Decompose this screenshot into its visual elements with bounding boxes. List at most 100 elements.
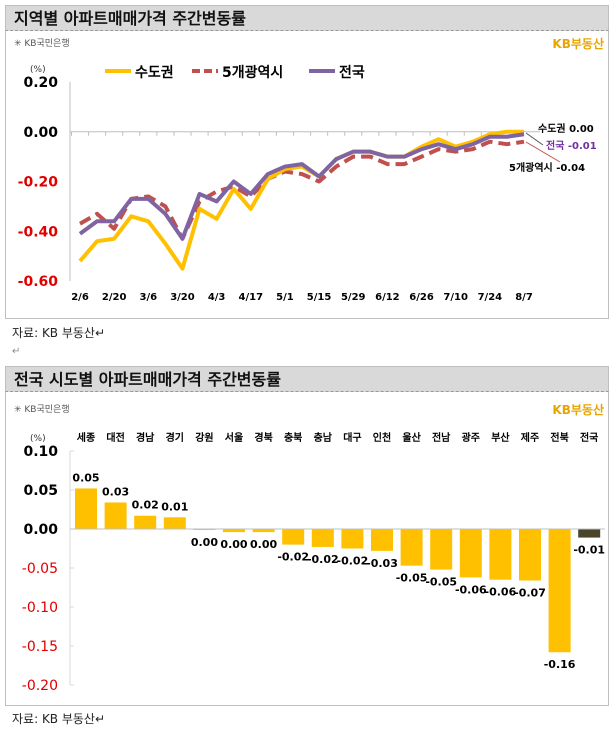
bar-전북: [548, 529, 571, 653]
bar-광주: [459, 529, 482, 578]
data-label: -0.03: [366, 557, 398, 570]
category-label: 전국: [580, 431, 598, 444]
category-label: 경남: [136, 431, 155, 444]
bar-충북: [282, 529, 305, 545]
category-label: 울산: [402, 431, 421, 444]
series-line-5개광역시: [78, 139, 525, 241]
category-label: 충남: [314, 431, 333, 444]
end-label-sudo: 수도권 0.00: [538, 123, 594, 135]
x-tick-label: 7/24: [478, 292, 503, 303]
bar-서울: [223, 529, 245, 533]
category-label: 전북: [550, 431, 568, 444]
y-unit-label: (%): [30, 65, 46, 75]
x-tick-label: 6/26: [409, 292, 434, 303]
kb-bank-logo: ✳ KB국민은행: [14, 403, 70, 415]
data-label: 0.00: [220, 538, 247, 551]
bar-인천: [371, 529, 393, 551]
data-label: 0.00: [250, 538, 277, 551]
y-tick-label: 0.00: [23, 522, 58, 538]
category-label: 세종: [77, 431, 95, 444]
x-tick-label: 4/17: [239, 292, 264, 303]
end-label-national: 전국 -0.01: [546, 139, 597, 152]
series-line-수도권: [78, 129, 524, 271]
data-label: -0.16: [544, 658, 576, 671]
y-tick-label: 0.05: [23, 483, 58, 499]
legend-label: 5개광역시: [222, 64, 283, 81]
category-label: 전남: [432, 431, 451, 444]
kb-realestate-logo: KB부동산: [552, 402, 604, 417]
data-label: 0.01: [161, 500, 188, 513]
bar-대전: [104, 502, 127, 529]
category-label: 제주: [521, 431, 539, 444]
end-label-metro: 5개광역시 -0.04: [509, 161, 585, 174]
y-tick-label: 0.20: [23, 75, 58, 91]
bar-제주: [519, 529, 541, 581]
x-tick-label: 2/6: [71, 292, 89, 303]
category-label: 경기: [166, 431, 184, 444]
category-label: 광주: [462, 432, 480, 444]
data-label: -0.06: [485, 586, 517, 599]
y-tick-label: -0.60: [18, 274, 59, 290]
category-label: 대구: [343, 431, 361, 444]
series-line-전국: [78, 132, 525, 241]
data-label: -0.07: [514, 586, 546, 599]
category-label: 경북: [254, 431, 272, 444]
category-label: 인천: [373, 431, 391, 444]
bar-경북: [252, 529, 275, 533]
paragraph-mark: ↵: [12, 346, 21, 357]
data-label: -0.06: [455, 583, 487, 596]
x-tick-label: 5/15: [307, 292, 332, 303]
category-label: 충북: [284, 431, 302, 444]
x-tick-label: 5/29: [341, 292, 366, 303]
x-tick-label: 3/20: [170, 292, 195, 303]
category-label: 부산: [491, 431, 510, 444]
x-tick-label: 7/10: [443, 292, 468, 303]
bar-충남: [311, 529, 334, 547]
y-tick-label: -0.20: [22, 678, 58, 694]
y-tick-label: 0.10: [23, 444, 58, 460]
category-label: 서울: [225, 431, 243, 444]
data-label: -0.05: [396, 572, 428, 585]
bar-울산: [400, 529, 423, 566]
bar-대구: [341, 529, 364, 549]
data-label: -0.05: [425, 576, 457, 589]
chart1-frame: [5, 31, 609, 319]
data-label: 0.02: [132, 499, 159, 512]
data-label: -0.02: [277, 551, 309, 564]
leader-line: [525, 132, 544, 146]
data-label: 0.05: [72, 471, 99, 484]
category-label: 대전: [106, 431, 124, 444]
leader-line: [525, 141, 561, 163]
data-label: 0.00: [191, 536, 218, 549]
bar-경기: [163, 517, 186, 529]
source-note-2: 자료: KB 부동산↵: [12, 712, 106, 726]
y-tick-label: -0.15: [22, 639, 58, 655]
x-tick-label: 3/6: [140, 292, 158, 303]
bar-부산: [489, 529, 512, 580]
data-label: 0.03: [102, 485, 129, 498]
data-label: -0.01: [573, 544, 605, 557]
y-tick-label: 0.00: [23, 125, 58, 141]
y-tick-label: -0.20: [18, 175, 59, 191]
y-unit-label: (%): [30, 434, 46, 444]
y-tick-label: -0.05: [22, 561, 58, 577]
chart2-frame: [5, 392, 609, 706]
source-note-1: 자료: KB 부동산↵: [12, 326, 106, 340]
kb-bank-logo: ✳ KB국민은행: [14, 37, 70, 49]
x-tick-label: 2/20: [102, 292, 127, 303]
x-tick-label: 8/7: [515, 292, 533, 303]
x-tick-label: 6/12: [375, 292, 400, 303]
y-tick-label: -0.40: [18, 224, 59, 240]
data-label: -0.02: [337, 555, 369, 568]
bar-경남: [134, 515, 157, 529]
bar-전남: [430, 529, 453, 570]
legend-label: 전국: [339, 64, 365, 81]
y-tick-label: -0.10: [22, 600, 58, 616]
legend-label: 수도권: [135, 65, 174, 81]
chart1-title: 지역별 아파트매매가격 주간변동률: [5, 5, 609, 31]
kb-realestate-logo: KB부동산: [552, 36, 604, 51]
x-tick-label: 5/1: [276, 292, 294, 303]
x-tick-label: 4/3: [208, 292, 226, 303]
bar-세종: [75, 488, 97, 529]
